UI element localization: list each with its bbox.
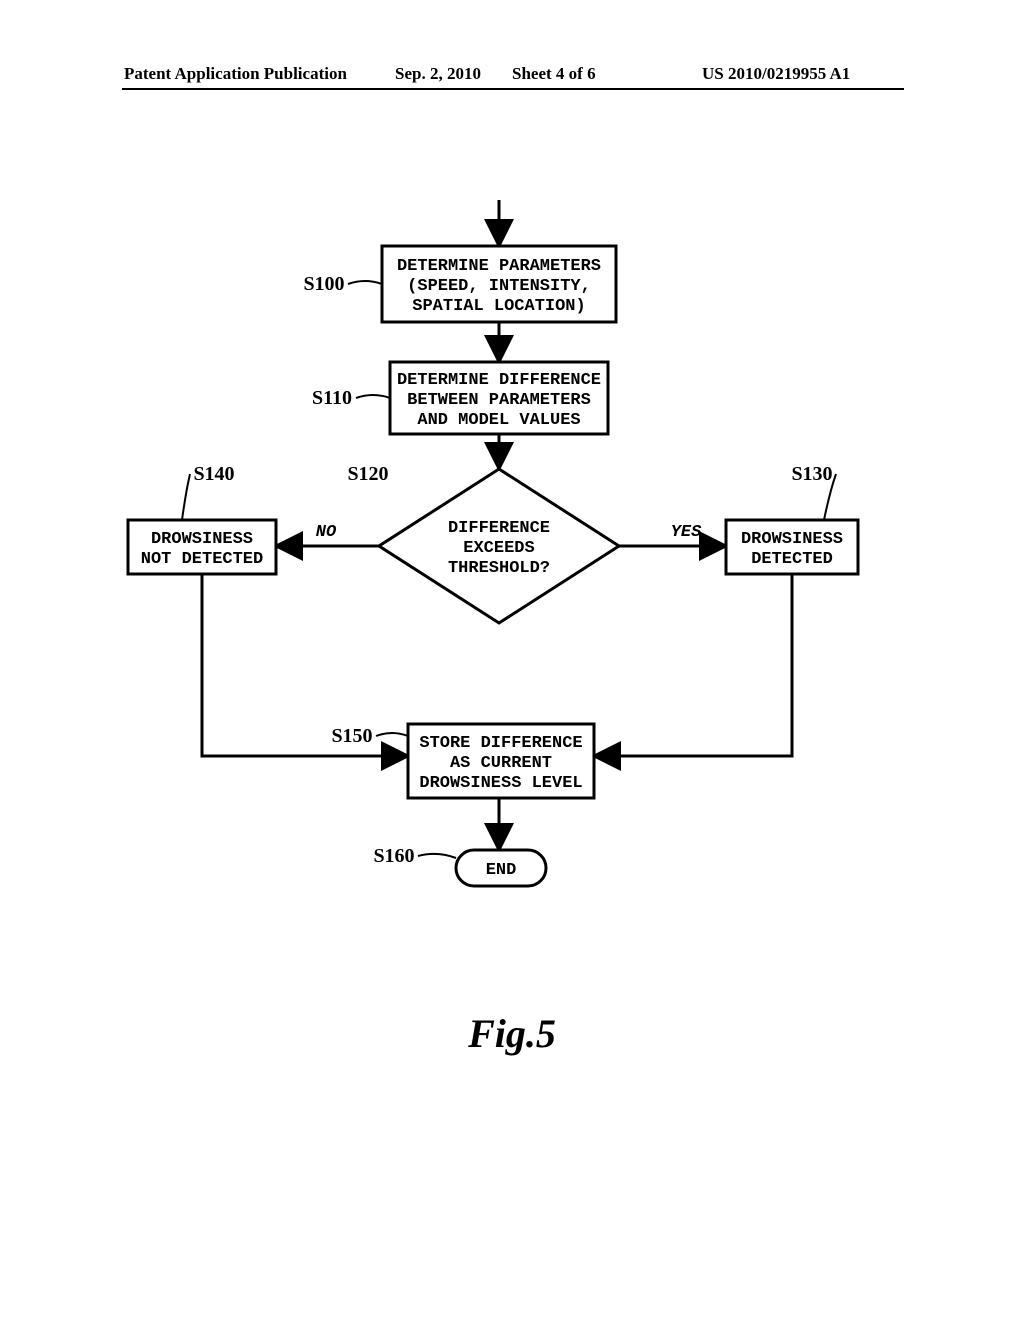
node-text: (SPEED, INTENSITY, — [407, 277, 591, 296]
step-label-s110: S110 — [312, 387, 352, 409]
header-date: Sep. 2, 2010 — [395, 64, 481, 84]
node-text: DIFFERENCE — [448, 519, 550, 538]
header-sheet: Sheet 4 of 6 — [512, 64, 596, 84]
leader-line — [418, 854, 456, 858]
page: Patent Application Publication Sep. 2, 2… — [0, 0, 1024, 1320]
node-text: DETERMINE DIFFERENCE — [397, 371, 601, 390]
node-text: THRESHOLD? — [448, 559, 550, 578]
node-text: DETERMINE PARAMETERS — [397, 257, 601, 276]
step-label-s130: S130 — [791, 463, 832, 485]
edge-label: NO — [316, 523, 337, 542]
node-text: AS CURRENT — [450, 754, 552, 773]
flow-edge — [594, 574, 792, 756]
node-text: END — [486, 861, 517, 880]
node-text: AND MODEL VALUES — [417, 411, 580, 430]
step-label-s160: S160 — [373, 845, 414, 867]
node-text: NOT DETECTED — [141, 550, 263, 569]
header-pubnumber: US 2010/0219955 A1 — [702, 64, 850, 84]
leader-line — [356, 395, 390, 398]
node-text: DETECTED — [751, 550, 833, 569]
node-text: BETWEEN PARAMETERS — [407, 391, 591, 410]
header-publication-type: Patent Application Publication — [124, 64, 347, 84]
node-text: DROWSINESS — [741, 530, 843, 549]
figure-caption: Fig.5 — [0, 1010, 1024, 1057]
edge-label: YES — [671, 523, 702, 542]
flow-edge — [202, 574, 408, 756]
leader-line — [348, 281, 382, 284]
node-text: STORE DIFFERENCE — [419, 734, 582, 753]
node-text: DROWSINESS LEVEL — [419, 774, 582, 793]
step-label-s140: S140 — [193, 463, 234, 485]
leader-line — [182, 474, 190, 520]
node-text: EXCEEDS — [463, 539, 534, 558]
leader-line — [376, 733, 408, 736]
step-label-s100: S100 — [303, 273, 344, 295]
node-text: DROWSINESS — [151, 530, 253, 549]
flowchart: YES NO DETERMINE PARAMETERS(SPEED, INTENSI… — [112, 180, 912, 1020]
step-label-s120: S120 — [347, 463, 388, 485]
step-label-s150: S150 — [331, 725, 372, 747]
header-rule — [122, 88, 904, 90]
node-text: SPATIAL LOCATION) — [412, 297, 585, 316]
